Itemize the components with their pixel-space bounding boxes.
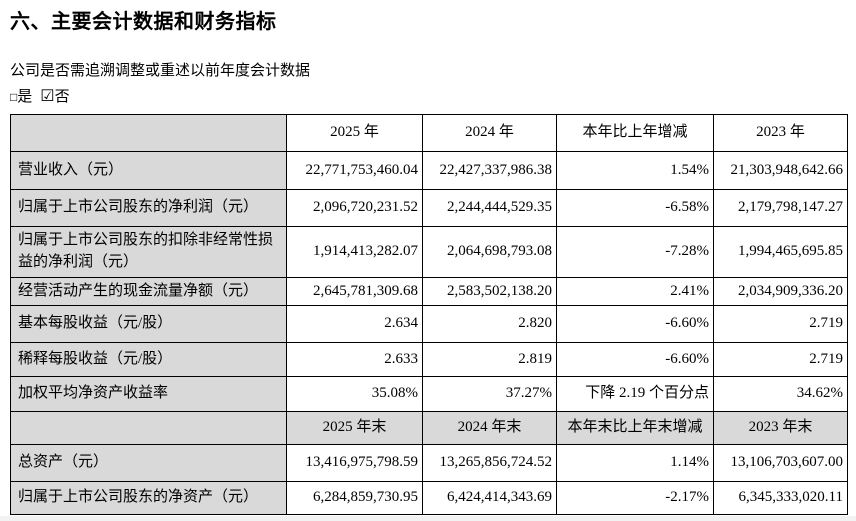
checkbox-no-label: 否: [54, 89, 70, 105]
page-bottom-edge: [0, 516, 856, 521]
table-row: 归属于上市公司股东的净资产（元） 6,284,859,730.95 6,424,41…: [10, 481, 848, 515]
cell-value: 35.08%: [286, 376, 423, 412]
cell-value: 6,345,333,020.11: [713, 481, 848, 515]
cell-value: 2.819: [422, 342, 557, 377]
cell-value: 1.14%: [556, 444, 714, 482]
header-corner-cell: [10, 411, 287, 445]
row-label: 加权平均净资产收益率: [10, 376, 287, 412]
row-label: 归属于上市公司股东的净资产（元）: [10, 481, 287, 515]
cell-value: 2,064,698,793.08: [422, 226, 557, 278]
table-row: 营业收入（元） 22,771,753,460.04 22,427,337,986.3…: [10, 151, 848, 190]
column-header: 2023 年末: [713, 411, 848, 445]
table-header-row: 2025 年 2024 年本年比上年增减 2023 年: [10, 114, 848, 152]
cell-value: 1,994,465,695.85: [713, 226, 848, 278]
checkbox-no-checked-icon: ☑: [40, 88, 55, 105]
column-header: 2024 年末: [422, 411, 557, 445]
row-label: 经营活动产生的现金流量净额（元）: [10, 277, 287, 306]
table-row: 经营活动产生的现金流量净额（元） 2,645,781,309.68 2,583,50…: [10, 277, 848, 306]
cell-value: 37.27%: [422, 376, 557, 412]
cell-value: -6.60%: [556, 342, 714, 377]
table-row: 总资产（元） 13,416,975,798.59 13,265,856,724.52…: [10, 444, 848, 482]
row-label: 归属于上市公司股东的净利润（元）: [10, 189, 287, 227]
cell-value: 2.41%: [556, 277, 714, 306]
row-label: 稀释每股收益（元/股）: [10, 342, 287, 377]
table-header-row: 2025 年末 2024 年末 本年末比上年末增减 2023 年末: [10, 411, 848, 445]
cell-value: -7.28%: [556, 226, 714, 278]
row-label: 归属于上市公司股东的扣除非经常性损益的净利润（元）: [10, 226, 287, 278]
row-label: 基本每股收益（元/股）: [10, 305, 287, 343]
cell-value: 下降 2.19 个百分点: [556, 376, 714, 412]
table-row: 加权平均净资产收益率 35.08% 37.27% 下降 2.19 个百分点 34.62%: [10, 376, 848, 412]
cell-value: 34.62%: [713, 376, 848, 412]
cell-value: 13,265,856,724.52: [422, 444, 557, 482]
header-corner-cell: [10, 114, 287, 152]
cell-value: 2,583,502,138.20: [422, 277, 557, 306]
checkbox-yes-label: 是: [17, 89, 33, 105]
cell-value: 2,645,781,309.68: [286, 277, 423, 306]
cell-value: 2,179,798,147.27: [713, 189, 848, 227]
column-header: 本年末比上年末增减: [556, 411, 714, 445]
row-label: 总资产（元）: [10, 444, 287, 482]
cell-value: 21,303,948,642.66: [713, 151, 848, 190]
cell-value: 2.633: [286, 342, 423, 377]
table-row: 稀释每股收益（元/股） 2.633 2.819 -6.60% 2.719: [10, 342, 848, 377]
cell-value: 6,284,859,730.95: [286, 481, 423, 515]
table-row: 归属于上市公司股东的净利润（元） 2,096,720,231.52 2,244,44…: [10, 189, 848, 227]
cell-value: 13,106,703,607.00: [713, 444, 848, 482]
table-row: 归属于上市公司股东的扣除非经常性损益的净利润（元） 1,914,413,282.0…: [10, 226, 848, 278]
cell-value: 2.634: [286, 305, 423, 343]
row-label: 营业收入（元）: [10, 151, 287, 190]
column-header: 本年比上年增减: [556, 114, 714, 152]
cell-value: 6,424,414,343.69: [422, 481, 557, 515]
checkbox-yes-icon: □: [10, 90, 18, 104]
page-title: 六、主要会计数据和财务指标: [10, 11, 277, 33]
cell-value: 1.54%: [556, 151, 714, 190]
cell-value: 2.719: [713, 305, 848, 343]
cell-value: -6.58%: [556, 189, 714, 227]
column-header: 2023 年: [713, 114, 848, 152]
cell-value: 22,427,337,986.38: [422, 151, 557, 190]
cell-value: 2,244,444,529.35: [422, 189, 557, 227]
restatement-question-text: 公司是否需追溯调整或重述以前年度会计数据: [10, 63, 311, 79]
column-header: 2025 年: [286, 114, 423, 152]
cell-value: -6.60%: [556, 305, 714, 343]
cell-value: 2.820: [422, 305, 557, 343]
column-header: 2024 年: [422, 114, 557, 152]
restatement-answer-line: □是 ☑否: [10, 85, 70, 106]
cell-value: 2.719: [713, 342, 848, 377]
cell-value: 2,034,909,336.20: [713, 277, 848, 306]
table-row: 基本每股收益（元/股） 2.634 2.820 -6.60% 2.719: [10, 305, 848, 343]
cell-value: 2,096,720,231.52: [286, 189, 423, 227]
column-header: 2025 年末: [286, 411, 423, 445]
cell-value: 1,914,413,282.07: [286, 226, 423, 278]
table-body: 2025 年 2024 年本年比上年增减 2023 年营业收入（元） 22,771,7…: [10, 114, 848, 515]
cell-value: -2.17%: [556, 481, 714, 515]
cell-value: 13,416,975,798.59: [286, 444, 423, 482]
cell-value: 22,771,753,460.04: [286, 151, 423, 190]
financial-indicators-table: 2025 年 2024 年本年比上年增减 2023 年营业收入（元） 22,771,7…: [10, 114, 848, 515]
